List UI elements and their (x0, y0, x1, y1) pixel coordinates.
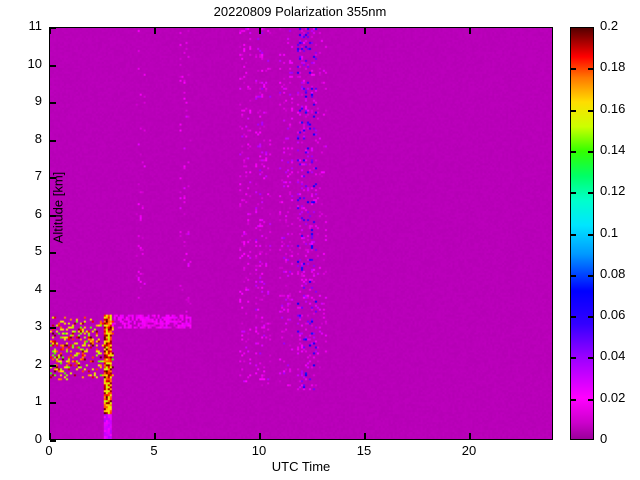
y-tick-label: 7 (34, 168, 42, 184)
colorbar-tick-mark (571, 316, 576, 318)
x-tick-mark (364, 28, 366, 34)
colorbar-tick-mark (588, 192, 593, 194)
colorbar-tick-label: 0 (600, 431, 608, 446)
x-tick-mark (154, 433, 156, 439)
colorbar-tick-label: 0.14 (600, 141, 626, 157)
colorbar-tick-mark (571, 275, 576, 277)
y-tick-mark (50, 365, 56, 367)
colorbar-tick-label: 0.02 (600, 389, 626, 405)
y-tick-label: 11 (28, 18, 43, 33)
x-tick-mark (259, 433, 261, 439)
colorbar-tick-mark (571, 68, 576, 70)
colorbar-tick-label: 0.04 (600, 348, 626, 364)
colorbar-tick-mark (588, 399, 593, 401)
y-tick-mark (50, 252, 56, 254)
colorbar-tick-label: 0.08 (600, 265, 626, 281)
y-tick-label: 9 (34, 93, 42, 109)
colorbar-tick-mark (588, 151, 593, 153)
y-tick-label: 4 (34, 280, 42, 296)
x-tick-mark (49, 433, 51, 439)
y-tick-mark (50, 402, 56, 404)
x-tick-label: 0 (45, 443, 53, 458)
y-tick-label: 3 (34, 318, 42, 334)
y-tick-label: 5 (34, 243, 42, 259)
y-tick-mark (50, 140, 56, 142)
y-tick-label: 1 (34, 393, 42, 409)
colorbar-tick-label: 0.06 (600, 307, 626, 323)
colorbar-tick-mark (588, 316, 593, 318)
colorbar-tick-mark (588, 68, 593, 70)
x-tick-mark (259, 28, 261, 34)
y-tick-mark (50, 290, 56, 292)
y-tick-label: 6 (34, 205, 42, 221)
x-tick-label: 5 (150, 443, 158, 458)
colorbar-tick-label: 0.2 (600, 18, 619, 33)
x-tick-mark (154, 28, 156, 34)
colorbar-tick-mark (571, 151, 576, 153)
colorbar-tick-mark (571, 234, 576, 236)
colorbar-tick-mark (588, 275, 593, 277)
colorbar-tick-mark (588, 357, 593, 359)
colorbar (570, 27, 594, 440)
y-axis-label: Altitude [km] (50, 171, 66, 244)
colorbar-gradient (570, 27, 594, 440)
x-tick-label: 15 (356, 443, 372, 458)
colorbar-tick-mark (571, 357, 576, 359)
y-tick-label: 2 (34, 355, 42, 371)
x-tick-mark (469, 433, 471, 439)
x-tick-mark (364, 433, 366, 439)
colorbar-tick-mark (588, 110, 593, 112)
colorbar-tick-label: 0.12 (600, 183, 626, 199)
y-tick-label: 8 (34, 130, 42, 146)
x-tick-label: 20 (461, 443, 477, 458)
chart-title: 20220809 Polarization 355nm (213, 4, 387, 19)
x-tick-label: 10 (251, 443, 267, 458)
y-tick-mark (50, 102, 56, 104)
x-axis-label: UTC Time (271, 459, 331, 474)
colorbar-tick-label: 0.1 (600, 224, 619, 240)
y-tick-mark (50, 215, 56, 217)
colorbar-tick-mark (571, 110, 576, 112)
colorbar-tick-mark (588, 234, 593, 236)
colorbar-tick-mark (571, 399, 576, 401)
colorbar-tick-label: 0.16 (600, 100, 626, 116)
y-tick-label: 10 (27, 55, 42, 71)
x-tick-mark (49, 28, 51, 34)
heatmap-plot-area (49, 27, 553, 440)
y-tick-label: 0 (34, 431, 42, 446)
colorbar-tick-label: 0.18 (600, 59, 626, 75)
y-tick-mark (50, 440, 56, 442)
y-tick-mark (50, 327, 56, 329)
y-tick-mark (50, 27, 56, 29)
y-tick-mark (50, 177, 56, 179)
heatmap-canvas (50, 28, 552, 439)
y-tick-mark (50, 65, 56, 67)
x-tick-mark (469, 28, 471, 34)
colorbar-tick-mark (571, 192, 576, 194)
